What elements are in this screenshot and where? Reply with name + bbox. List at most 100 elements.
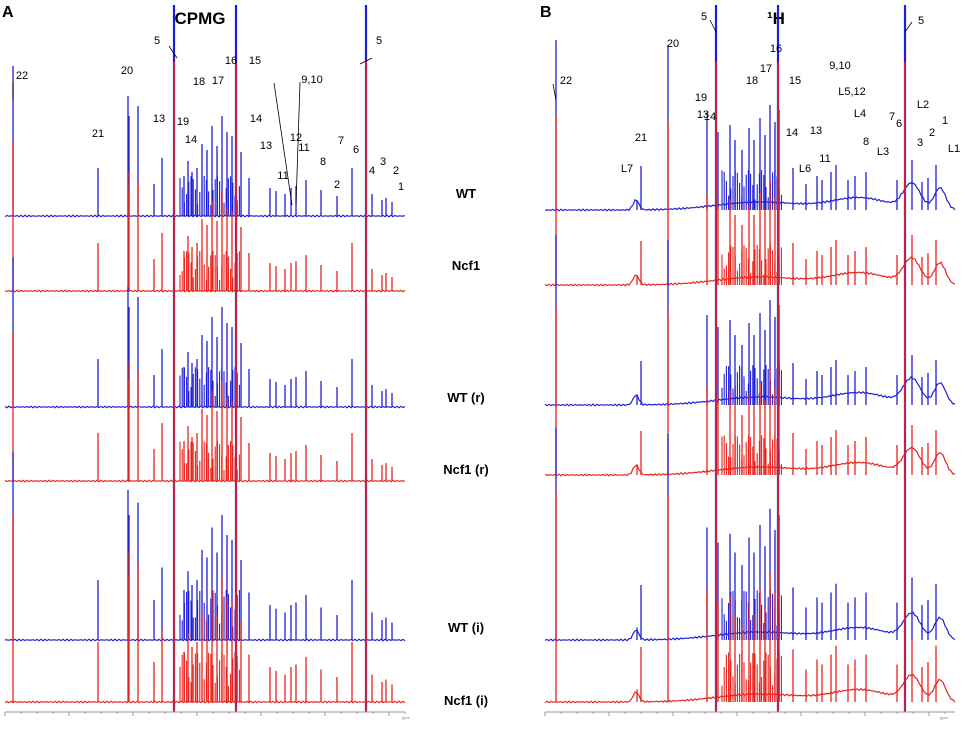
peak-label: L1 <box>948 143 960 155</box>
series-trace-5 <box>544 477 956 704</box>
peak-label: 5 <box>376 35 382 47</box>
spectrum-baseline <box>544 611 956 642</box>
peak-label: 1 <box>942 115 948 127</box>
panel-a-xlabel: ppm <box>402 715 410 720</box>
panel-b-peak-labels: 22L7212051319141817161514L613119,10L5,12… <box>552 11 960 175</box>
spectrum-baseline <box>4 405 406 409</box>
series-label: WT (i) <box>448 620 484 635</box>
peak-label: 1 <box>398 181 404 193</box>
peak-leader-line <box>273 82 293 206</box>
series-trace-5 <box>4 514 406 704</box>
peak-label: 20 <box>121 65 133 77</box>
peak-label: 14 <box>185 134 197 146</box>
peak-leader-line <box>359 57 373 65</box>
series-label: Ncf1 (r) <box>443 462 489 477</box>
peak-label: 14 <box>786 127 798 139</box>
peak-label: 13 <box>810 125 822 137</box>
peak-label: 17 <box>212 75 224 87</box>
spectrum-baseline <box>4 214 406 218</box>
spectrum-baseline <box>4 479 406 483</box>
panel-a-letter: A <box>2 4 14 21</box>
peak-label: 18 <box>193 76 205 88</box>
series-trace-4 <box>4 452 406 642</box>
panel-b-xlabel: ppm <box>940 715 948 720</box>
peak-label: 14 <box>704 111 716 123</box>
peak-label: 16 <box>225 55 237 67</box>
peak-label: 11 <box>298 142 309 154</box>
peak-label: 6 <box>353 144 359 156</box>
peak-label: 11 <box>277 170 288 182</box>
peak-leader-line <box>709 19 717 33</box>
series-trace-0 <box>4 66 406 218</box>
spectrum-baseline <box>544 256 956 287</box>
peak-label: 4 <box>369 165 375 177</box>
peak-label: 12 <box>290 132 302 144</box>
series-trace-4 <box>544 415 956 642</box>
peak-label: 7 <box>338 135 344 147</box>
spectrum-baseline <box>544 673 956 704</box>
series-label: WT <box>456 186 476 201</box>
peak-label: 15 <box>789 75 801 87</box>
peak-label: 22 <box>16 70 28 82</box>
peak-label: 7 <box>889 111 895 123</box>
series-labels: WT Ncf1 WT (r) Ncf1 (r) WT (i) Ncf1 (i) <box>443 186 489 708</box>
peak-label: 16 <box>770 43 782 55</box>
peak-label: 9,10 <box>301 74 322 86</box>
peak-label: 15 <box>249 55 261 67</box>
peak-label: 6 <box>896 118 902 130</box>
panel-a-title: CPMG <box>175 9 226 28</box>
peak-label: 19 <box>695 92 707 104</box>
peak-label: 3 <box>917 137 923 149</box>
peak-label: 2 <box>393 165 399 177</box>
series-label: WT (r) <box>447 390 485 405</box>
peak-leader-line <box>552 83 557 101</box>
peak-label: 21 <box>635 132 647 144</box>
panel-a-x-axis: ppm <box>4 711 410 720</box>
peak-label: L3 <box>877 146 889 158</box>
peak-label: 13 <box>260 140 272 152</box>
peak-label: 19 <box>177 116 189 128</box>
peak-label: 11 <box>819 153 830 165</box>
series-trace-2 <box>544 225 956 407</box>
panel-b-traces <box>544 5 956 712</box>
peak-label: 2 <box>929 127 935 139</box>
peak-label: 13 <box>697 109 709 121</box>
peak-label: L6 <box>799 163 811 175</box>
series-trace-2 <box>4 257 406 409</box>
peak-label: 8 <box>863 136 869 148</box>
peak-label: L5,12 <box>838 86 866 98</box>
spectrum-baseline <box>4 700 406 704</box>
peak-label: 17 <box>760 63 772 75</box>
peak-leader-line <box>295 81 301 206</box>
peak-label: 20 <box>667 38 679 50</box>
peak-leader-line <box>904 21 913 33</box>
series-label: Ncf1 <box>452 258 480 273</box>
peak-label: 5 <box>918 15 924 27</box>
series-trace-1 <box>544 105 956 287</box>
panel-b-title: ¹H <box>767 9 785 28</box>
panel-b-letter: B <box>540 4 552 21</box>
peak-label: L4 <box>854 108 866 120</box>
series-trace-3 <box>544 295 956 477</box>
spectrum-baseline <box>4 638 406 642</box>
peak-label: 5 <box>154 35 160 47</box>
peak-label: L7 <box>621 163 633 175</box>
peak-label: 9,10 <box>829 60 850 72</box>
peak-label: 18 <box>746 75 758 87</box>
spectrum-baseline <box>544 446 956 477</box>
peak-label: 2 <box>334 179 340 191</box>
spectrum-baseline <box>544 376 956 407</box>
panel-b-1h: B ¹H 22L7212051319141817161514L613119,10… <box>540 4 960 720</box>
series-label: Ncf1 (i) <box>444 693 488 708</box>
peak-leader-line <box>168 45 178 59</box>
peak-label: 5 <box>701 11 707 23</box>
peak-label: 21 <box>92 128 104 140</box>
peak-label: 13 <box>153 113 165 125</box>
peak-label: 3 <box>380 156 386 168</box>
panel-a-traces <box>4 5 406 712</box>
peak-label: 22 <box>560 75 572 87</box>
panel-b-x-axis: ppm <box>544 711 955 720</box>
